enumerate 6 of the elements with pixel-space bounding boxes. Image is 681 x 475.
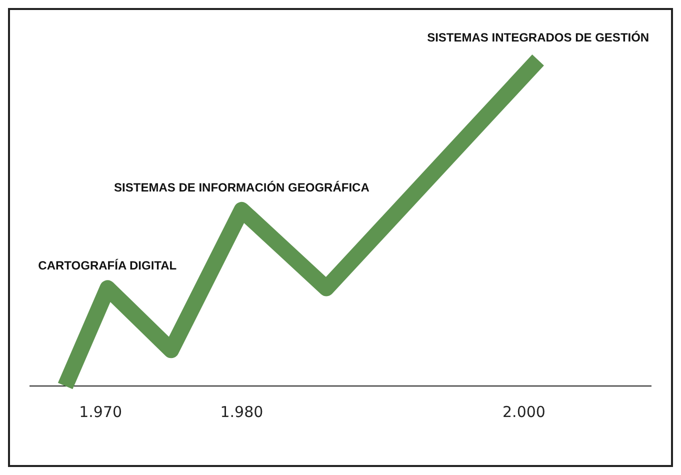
annotation: SISTEMAS INTEGRADOS DE GESTIÓN bbox=[427, 30, 650, 44]
x-tick-label: 2.000 bbox=[502, 402, 546, 421]
x-tick-label: 1.980 bbox=[220, 402, 264, 421]
annotation: SISTEMAS DE INFORMACIÓN GEOGRÁFICA bbox=[114, 180, 370, 194]
x-tick-label: 1.970 bbox=[79, 402, 122, 421]
annotation: CARTOGRAFÍA DIGITAL bbox=[38, 258, 177, 273]
